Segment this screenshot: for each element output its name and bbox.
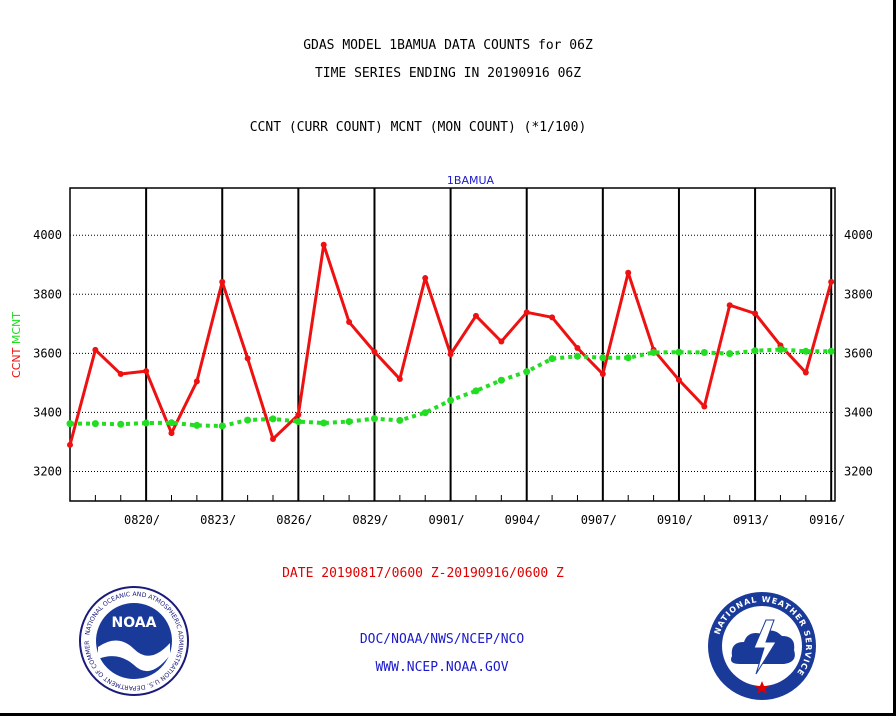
x-tick-label: 0916/ <box>809 513 845 527</box>
data-point-ccnt <box>498 338 505 345</box>
x-tick-label: 0823/ <box>200 513 236 527</box>
noaa-logo-label: NOAA <box>112 615 157 631</box>
noaa-logo-icon: NOAA NATIONAL OCEANIC AND ATMOSPHERIC AD… <box>78 585 189 696</box>
data-point-ccnt <box>269 435 276 442</box>
data-point-mcnt <box>447 396 455 404</box>
y-tick-label-left: 4000 <box>33 228 62 242</box>
y-tick-label-right: 4000 <box>844 228 873 242</box>
data-point-mcnt <box>142 419 150 427</box>
x-tick-label: 0820/ <box>124 513 160 527</box>
y-tick-label-left: 3800 <box>33 287 62 301</box>
data-point-mcnt <box>650 348 658 356</box>
data-point-ccnt <box>828 278 835 285</box>
chart-title-line2: TIME SERIES ENDING IN 20190916 06Z <box>314 66 582 81</box>
data-point-mcnt <box>726 350 734 358</box>
data-point-ccnt <box>422 275 429 282</box>
data-point-ccnt <box>549 314 556 321</box>
data-point-ccnt <box>523 309 530 316</box>
chart-series-title: 1BAMUA <box>447 174 495 187</box>
x-tick-label: 0826/ <box>276 513 312 527</box>
data-point-ccnt <box>92 346 99 353</box>
data-point-ccnt <box>396 376 403 383</box>
data-point-mcnt <box>66 420 74 428</box>
data-point-mcnt <box>91 420 99 428</box>
data-point-mcnt <box>396 416 404 424</box>
chart-subtitle: CCNT (CURR COUNT) MCNT (MON COUNT) (*1/1… <box>249 120 587 135</box>
data-point-mcnt <box>700 348 708 356</box>
data-point-ccnt <box>701 403 708 410</box>
data-point-mcnt <box>421 409 429 417</box>
x-tick-label: 0907/ <box>581 513 617 527</box>
data-point-mcnt <box>624 354 632 362</box>
data-point-ccnt <box>802 369 809 376</box>
nws-logo-icon: NATIONAL WEATHER SERVICE <box>708 592 816 700</box>
data-point-mcnt <box>193 421 201 429</box>
data-point-ccnt <box>193 378 200 385</box>
data-point-ccnt <box>371 348 378 355</box>
date-range-label: DATE 20190817/0600 Z-20190916/0600 Z <box>282 566 564 581</box>
y-tick-label-left: 3400 <box>33 405 62 419</box>
y-axis-label: CCNT MCNT <box>10 312 23 378</box>
plot-frame <box>69 187 836 502</box>
x-tick-label: 0913/ <box>733 513 769 527</box>
x-tick-label: 0910/ <box>657 513 693 527</box>
data-point-ccnt <box>244 355 251 362</box>
data-point-mcnt <box>802 347 810 355</box>
credit-org-line: DOC/NOAA/NWS/NCEP/NCO <box>359 632 525 647</box>
data-point-ccnt <box>726 302 733 309</box>
data-point-mcnt <box>827 347 835 355</box>
y-axis-label-part: MCNT <box>10 312 23 348</box>
data-point-mcnt <box>675 348 683 356</box>
y-tick-label-left: 3600 <box>33 346 62 360</box>
credit-website-line: WWW.NCEP.NOAA.GOV <box>375 660 509 675</box>
data-point-ccnt <box>625 269 632 276</box>
data-point-ccnt <box>346 319 353 326</box>
data-point-mcnt <box>218 422 226 430</box>
x-tick-label: 0829/ <box>352 513 388 527</box>
data-point-mcnt <box>548 355 556 363</box>
data-point-ccnt <box>320 241 327 248</box>
data-point-mcnt <box>523 368 531 376</box>
data-point-mcnt <box>472 387 480 395</box>
data-point-ccnt <box>472 312 479 319</box>
x-tick-label: 0904/ <box>505 513 541 527</box>
data-point-mcnt <box>776 346 784 354</box>
data-point-mcnt <box>370 415 378 423</box>
y-tick-label-right: 3200 <box>844 464 873 478</box>
data-point-mcnt <box>320 419 328 427</box>
chart-title-line1: GDAS MODEL 1BAMUA DATA COUNTS for 06Z <box>303 38 593 53</box>
data-point-ccnt <box>447 351 454 358</box>
data-point-ccnt <box>675 376 682 383</box>
y-tick-label-left: 3200 <box>33 464 62 478</box>
data-point-ccnt <box>219 278 226 285</box>
x-tick-label: 0901/ <box>428 513 464 527</box>
data-point-mcnt <box>573 352 581 360</box>
y-tick-label-right: 3600 <box>844 346 873 360</box>
data-point-mcnt <box>497 376 505 384</box>
data-point-mcnt <box>117 420 125 428</box>
data-point-mcnt <box>345 418 353 426</box>
data-point-ccnt <box>168 430 175 437</box>
data-point-mcnt <box>244 416 252 424</box>
y-tick-label-right: 3400 <box>844 405 873 419</box>
data-point-ccnt <box>295 411 302 418</box>
y-tick-label-right: 3800 <box>844 287 873 301</box>
data-point-mcnt <box>751 347 759 355</box>
data-point-ccnt <box>599 371 606 378</box>
data-point-ccnt <box>574 345 581 352</box>
data-point-ccnt <box>143 368 150 375</box>
data-point-ccnt <box>67 441 73 448</box>
y-axis-label-part: CCNT <box>10 347 23 378</box>
data-point-ccnt <box>117 371 124 378</box>
data-point-mcnt <box>599 354 607 362</box>
data-point-mcnt <box>167 419 175 427</box>
data-point-mcnt <box>269 415 277 423</box>
data-point-mcnt <box>294 418 302 426</box>
data-point-ccnt <box>752 310 759 317</box>
